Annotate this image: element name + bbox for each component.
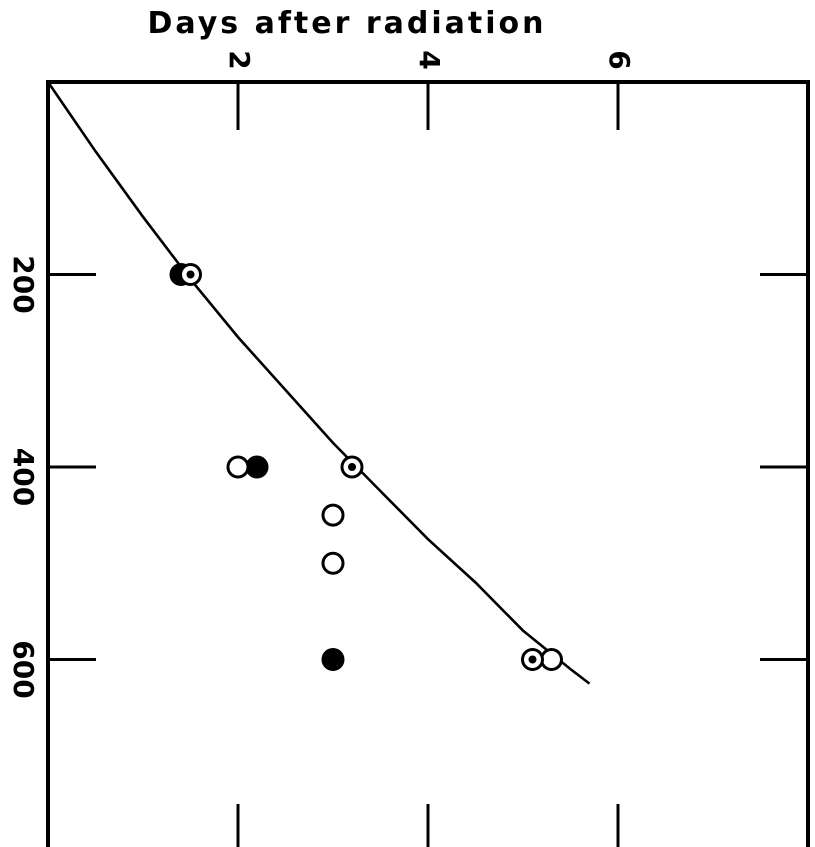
y-tick-label: 400 — [7, 448, 40, 506]
x-tick-label: 2 — [223, 50, 256, 69]
x-tick-label: 6 — [603, 50, 636, 69]
y-tick-label: 600 — [7, 640, 40, 698]
x-axis-title: Days after radiation — [148, 6, 547, 41]
plot-frame — [46, 80, 810, 847]
filled-circle-point — [245, 455, 269, 479]
data-points — [169, 263, 563, 671]
y-tick-labels: 200 400 600 — [7, 255, 40, 698]
dotted-circle-center — [186, 270, 195, 279]
y-ticks — [48, 273, 808, 661]
open-circle-point — [226, 455, 250, 479]
dotted-circle-center — [528, 655, 537, 664]
open-circle-point — [321, 503, 345, 527]
dotted-circle-center — [348, 463, 356, 471]
x-tick-label: 4 — [413, 50, 446, 69]
y-tick-label: 200 — [7, 255, 40, 313]
open-circle-point — [540, 648, 563, 671]
fit-curve — [46, 81, 591, 685]
filled-circle-point — [321, 648, 345, 671]
x-ticks — [236, 82, 620, 847]
x-tick-labels: 2 4 6 — [223, 50, 636, 69]
open-circle-point — [321, 551, 345, 575]
